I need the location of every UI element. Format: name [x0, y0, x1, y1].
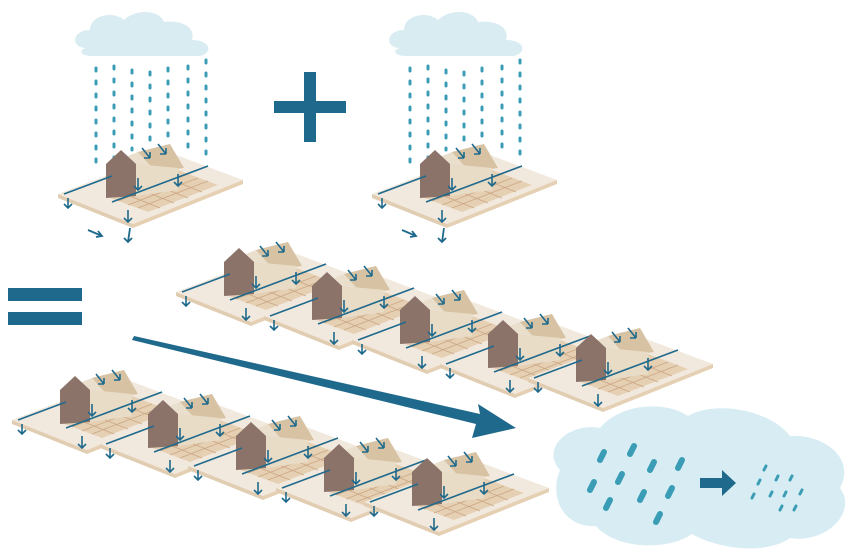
house-row-middle [175, 241, 714, 413]
runoff-arrow-icon [401, 227, 447, 244]
small-arrow-icon [700, 470, 736, 496]
rain-scene-left [57, 11, 244, 244]
house-icon [57, 143, 244, 229]
runoff-arrow-icon [87, 227, 133, 244]
house-row-bottom [11, 369, 550, 537]
rain-icon [408, 58, 522, 172]
equals-sign-icon [8, 288, 82, 325]
big-arrow-icon [132, 336, 516, 438]
plus-sign-icon [274, 72, 346, 142]
cloud-icon [389, 11, 523, 56]
cloud-icon [75, 11, 209, 56]
rain-icon [94, 58, 208, 172]
rain-scene-right [371, 11, 558, 244]
house-icon [371, 143, 558, 229]
puddle-icon [553, 406, 846, 549]
